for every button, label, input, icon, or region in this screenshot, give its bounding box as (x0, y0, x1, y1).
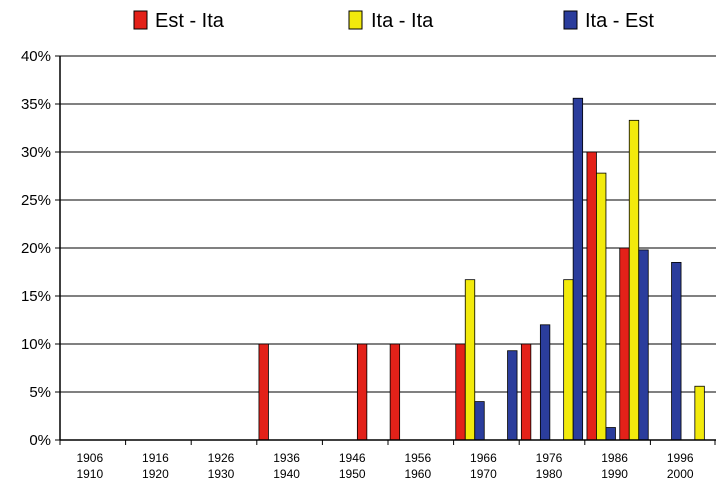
bar (586, 151, 597, 441)
x-tick-label: 1940 (273, 467, 300, 481)
bar (464, 279, 476, 441)
y-tick-label: 25% (21, 192, 51, 209)
y-tick-label: 5% (29, 384, 51, 401)
bar (694, 385, 705, 441)
x-tick-label: 1936 (273, 451, 300, 465)
x-tick-label: 1990 (601, 467, 628, 481)
legend-label-ita-est: Ita - Est (585, 10, 654, 32)
x-tick-label: 1910 (76, 467, 103, 481)
legend-swatch-ita-est (563, 10, 578, 30)
bar (628, 119, 640, 441)
y-tick-label: 15% (21, 288, 51, 305)
y-tick-label: 0% (29, 432, 51, 449)
bar (638, 249, 649, 441)
x-tick-label: 1946 (339, 451, 366, 465)
gridlines (60, 55, 716, 393)
x-tick-label: 1906 (76, 451, 103, 465)
legend-swatch-est-ita (133, 10, 148, 30)
bar (356, 343, 368, 441)
x-tick-label: 1980 (536, 467, 563, 481)
y-tick-label: 40% (21, 48, 51, 65)
legend-swatch-ita-ita (348, 10, 363, 30)
x-tick-label: 1956 (404, 451, 431, 465)
y-tick-label: 35% (21, 96, 51, 113)
bar (539, 324, 551, 441)
x-tick-label: 1986 (601, 451, 628, 465)
bars (258, 97, 705, 441)
y-axis-ticks: 0% 5% 10% 15% 20% 25% 30% 35% 40% (21, 48, 60, 449)
x-tick-label: 1966 (470, 451, 497, 465)
y-tick-label: 20% (21, 240, 51, 257)
x-tick-label: 1950 (339, 467, 366, 481)
bar (572, 97, 584, 441)
x-tick-label: 1916 (142, 451, 169, 465)
bar (258, 343, 269, 441)
y-tick-label: 30% (21, 144, 51, 161)
x-tick-label: 1960 (404, 467, 431, 481)
bar (507, 350, 518, 441)
y-tick-label: 10% (21, 336, 51, 353)
bar (671, 261, 682, 441)
bar (563, 279, 574, 441)
bar (455, 343, 466, 441)
x-tick-label: 1976 (536, 451, 563, 465)
bar (605, 427, 616, 441)
bar (596, 172, 607, 441)
legend: Est - Ita Ita - Ita Ita - Est (133, 10, 654, 32)
legend-label-ita-ita: Ita - Ita (371, 10, 434, 32)
x-tick-label: 1930 (208, 467, 235, 481)
legend-label-est-ita: Est - Ita (155, 10, 225, 32)
x-tick-label: 1996 (667, 451, 694, 465)
x-axis-ticks: 1906 1910 1916 1920 1926 1930 1936 1940 1946 1950… (59, 440, 716, 481)
x-tick-label: 1926 (208, 451, 235, 465)
x-tick-label: 1970 (470, 467, 497, 481)
x-tick-label: 2000 (667, 467, 694, 481)
x-tick-label: 1920 (142, 467, 169, 481)
bar (389, 343, 401, 441)
bar (474, 401, 485, 441)
bar (619, 247, 630, 441)
bar (520, 343, 532, 441)
